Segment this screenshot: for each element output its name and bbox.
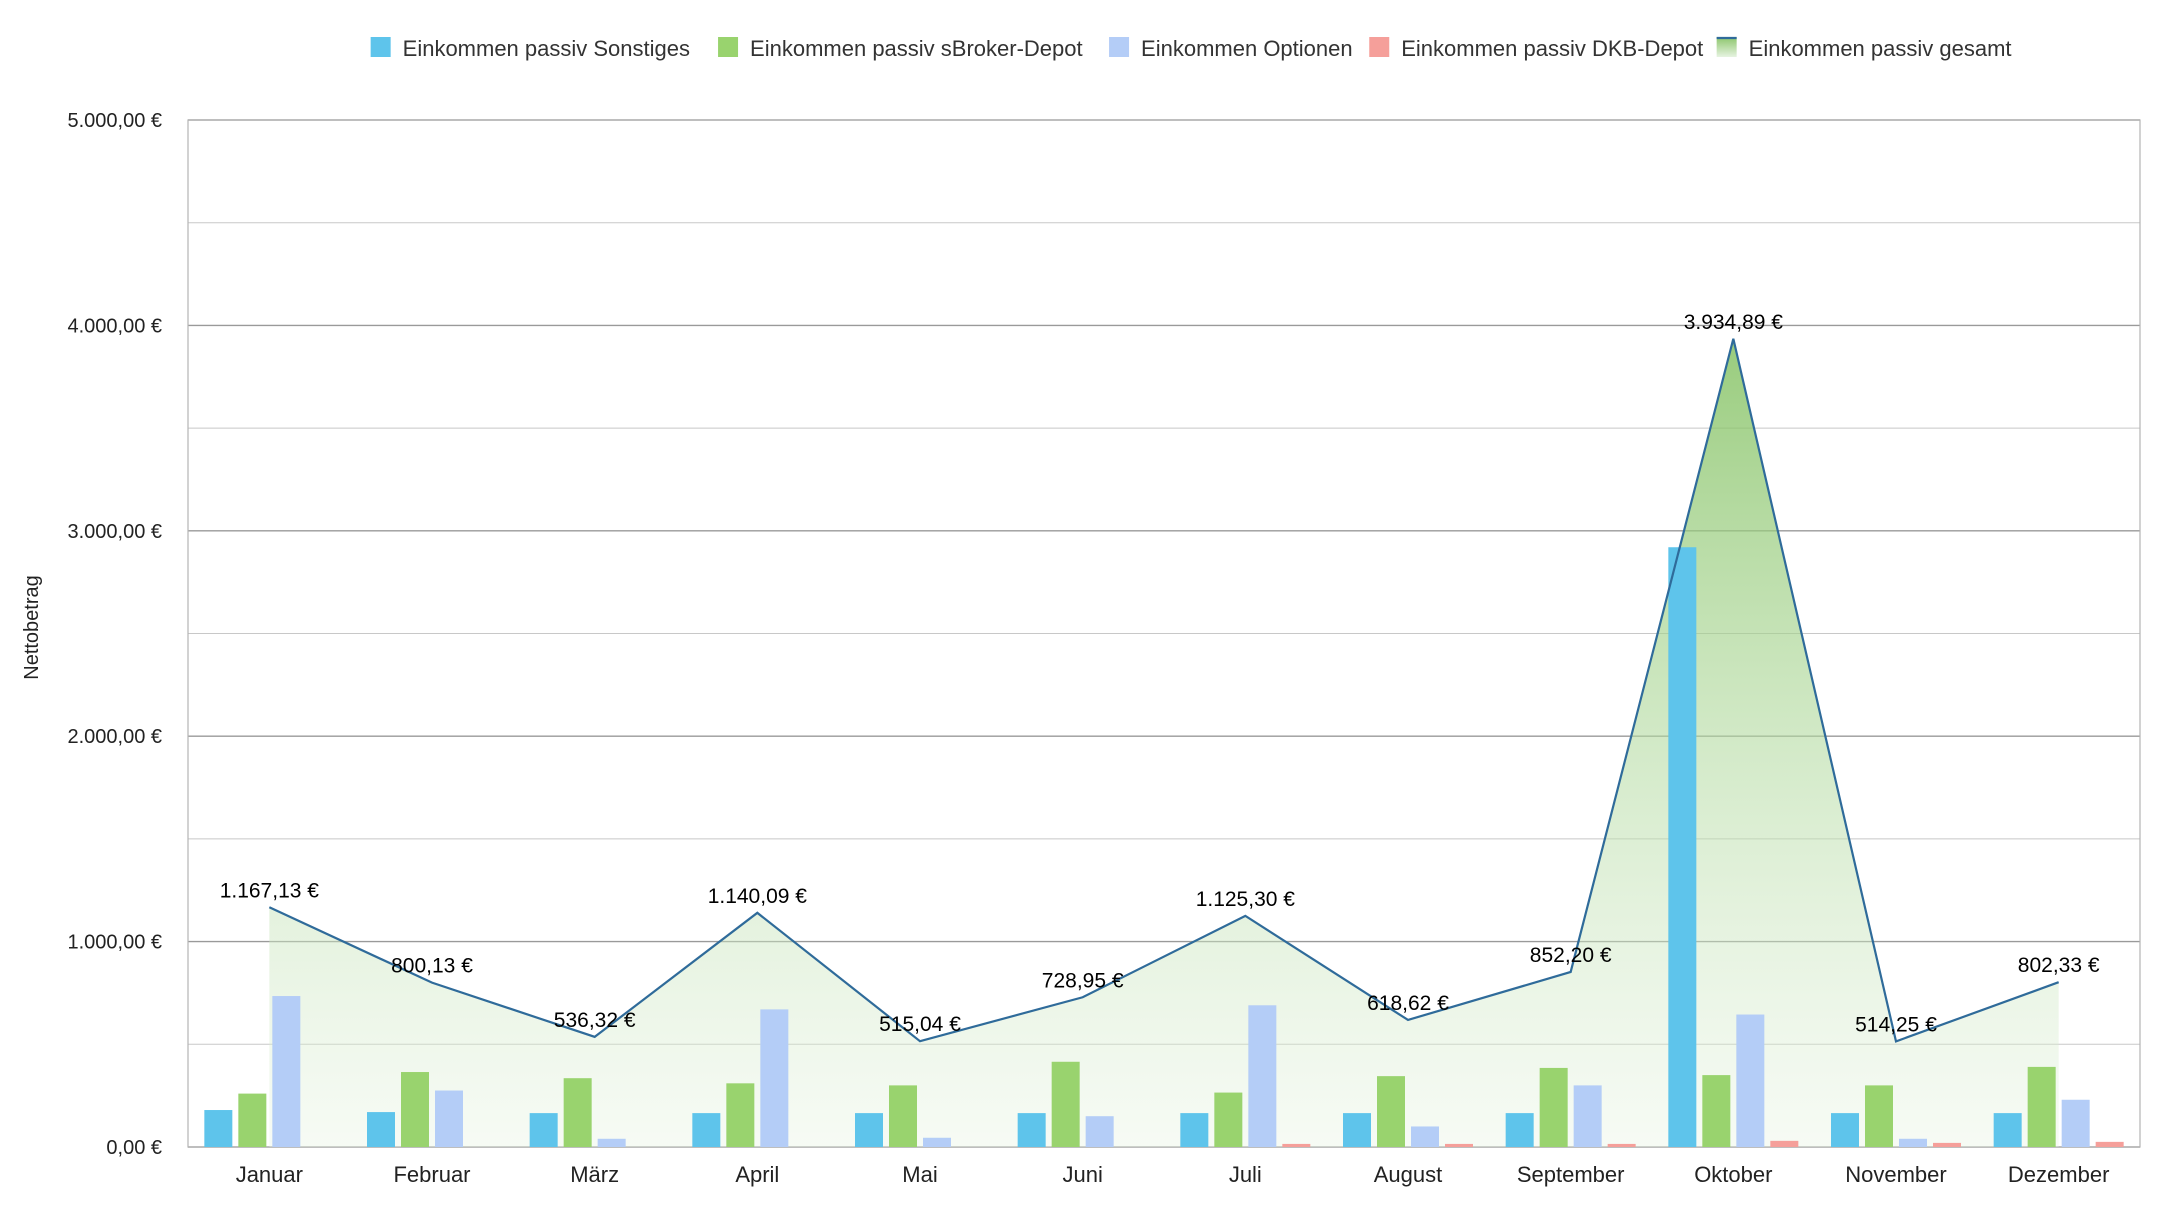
data-label: 618,62 € <box>1367 992 1449 1015</box>
legend-label: Einkommen passiv Sonstiges <box>403 36 690 61</box>
bar-einkommen-optionen <box>2061 1099 2090 1147</box>
bar-einkommen-passiv-sonstiges <box>855 1113 883 1147</box>
data-label: 728,95 € <box>1042 969 1124 992</box>
bar-einkommen-passiv-sbroker-depot <box>1377 1076 1405 1147</box>
bar-einkommen-passiv-sonstiges <box>204 1110 233 1147</box>
x-tick-label: Juli <box>1229 1162 1262 1187</box>
bar-einkommen-passiv-sbroker-depot <box>563 1078 592 1147</box>
bar-einkommen-passiv-sbroker-depot <box>889 1085 917 1147</box>
bar-einkommen-optionen <box>760 1009 789 1147</box>
bar-einkommen-passiv-dkb-depot <box>1282 1143 1311 1147</box>
data-label: 536,32 € <box>554 1009 636 1032</box>
line-layer <box>268 338 2060 1043</box>
x-tick-label: März <box>570 1162 619 1187</box>
legend-label: Einkommen passiv sBroker-Depot <box>750 36 1083 61</box>
legend-swatch <box>1369 37 1390 57</box>
legend: Einkommen passiv Sonstiges Einkommen pass… <box>370 36 2012 61</box>
x-tick-label: Mai <box>902 1162 937 1187</box>
bar-einkommen-passiv-sbroker-depot <box>1214 1092 1243 1147</box>
x-tick-label: Januar <box>236 1162 303 1187</box>
x-tick-label: Juni <box>1062 1162 1102 1187</box>
x-tick-label: Oktober <box>1694 1162 1772 1187</box>
bar-einkommen-passiv-sonstiges <box>529 1113 558 1147</box>
data-label: 800,13 € <box>391 955 473 978</box>
area-einkommen-passiv-gesamt <box>269 338 2059 1148</box>
legend-swatch <box>718 37 739 57</box>
data-label: 1.167,13 € <box>220 879 320 902</box>
bar-einkommen-optionen <box>1411 1126 1439 1147</box>
area-layer <box>269 338 2059 1148</box>
bar-einkommen-passiv-sbroker-depot <box>1051 1061 1080 1147</box>
bar-einkommen-optionen <box>1573 1085 1602 1147</box>
y-tick-label: 0,00 € <box>106 1137 162 1159</box>
bar-einkommen-passiv-dkb-depot <box>1607 1143 1636 1147</box>
bar-einkommen-passiv-sbroker-depot <box>401 1072 429 1147</box>
bars <box>204 547 2124 1147</box>
bar-einkommen-optionen <box>1248 1005 1277 1147</box>
bar-einkommen-passiv-sbroker-depot <box>1702 1075 1731 1147</box>
bar-einkommen-optionen <box>1899 1138 1927 1147</box>
bar-einkommen-optionen <box>1736 1014 1765 1147</box>
bar-einkommen-passiv-sbroker-depot <box>1539 1067 1568 1147</box>
legend-swatch <box>370 37 391 57</box>
data-label: 852,20 € <box>1530 944 1612 967</box>
x-tick-label: November <box>1845 1162 1946 1187</box>
legend-label: Einkommen Optionen <box>1141 36 1353 61</box>
data-label: 3.934,89 € <box>1684 311 1784 334</box>
data-label: 514,25 € <box>1855 1013 1937 1036</box>
bar-einkommen-passiv-sbroker-depot <box>726 1083 755 1147</box>
bar-einkommen-optionen <box>597 1138 626 1147</box>
bar-einkommen-passiv-sbroker-depot <box>238 1093 267 1147</box>
axes: 0,00 € 1.000,00 € 2.000,00 € 3.000,00 € 4.00… <box>21 110 2109 1187</box>
legend-swatch <box>1109 37 1130 57</box>
x-tick-label: Februar <box>393 1162 470 1187</box>
bar-einkommen-passiv-sonstiges <box>1017 1113 1046 1147</box>
data-label: 515,04 € <box>879 1013 961 1036</box>
bar-einkommen-passiv-sonstiges <box>1831 1113 1859 1147</box>
legend-label: Einkommen passiv gesamt <box>1749 36 2012 61</box>
y-tick-label: 3.000,00 € <box>67 521 162 543</box>
y-tick-label: 1.000,00 € <box>67 932 162 954</box>
bar-einkommen-passiv-dkb-depot <box>1445 1143 1473 1147</box>
x-tick-label: August <box>1374 1162 1443 1187</box>
data-label: 1.125,30 € <box>1196 888 1296 911</box>
y-tick-label: 5.000,00 € <box>67 110 162 132</box>
line-einkommen-passiv-gesamt <box>268 338 2060 1043</box>
bar-einkommen-optionen <box>272 996 301 1147</box>
x-tick-label: September <box>1517 1162 1625 1187</box>
bar-einkommen-passiv-sonstiges <box>1180 1113 1209 1147</box>
bar-einkommen-passiv-sbroker-depot <box>1865 1085 1893 1147</box>
bar-einkommen-passiv-sonstiges <box>692 1113 721 1147</box>
bar-einkommen-optionen <box>1085 1116 1114 1147</box>
bar-einkommen-passiv-dkb-depot <box>1770 1140 1799 1147</box>
x-tick-label: April <box>735 1162 779 1187</box>
bar-einkommen-passiv-sonstiges <box>1343 1113 1371 1147</box>
legend-swatch <box>1716 37 1737 57</box>
bar-einkommen-passiv-sbroker-depot <box>2027 1066 2056 1147</box>
bar-einkommen-optionen <box>923 1137 951 1147</box>
data-label: 802,33 € <box>2018 954 2100 977</box>
bar-einkommen-passiv-dkb-depot <box>2095 1141 2124 1147</box>
bar-einkommen-passiv-dkb-depot <box>1933 1142 1961 1147</box>
bar-einkommen-passiv-sonstiges <box>367 1112 395 1147</box>
data-label: 1.140,09 € <box>708 885 808 908</box>
bar-einkommen-passiv-sonstiges <box>1668 547 1697 1147</box>
bar-einkommen-optionen <box>435 1090 463 1147</box>
bar-einkommen-passiv-sonstiges <box>1505 1113 1534 1147</box>
y-tick-label: 2.000,00 € <box>67 726 162 748</box>
x-tick-label: Dezember <box>2008 1162 2109 1187</box>
data-labels: 1.167,13 € 800,13 € 536,32 € 1.140,09 € 515,… <box>220 311 2100 1037</box>
y-axis-title: Nettobetrag <box>21 575 43 680</box>
y-tick-label: 4.000,00 € <box>67 315 162 337</box>
bar-einkommen-passiv-sonstiges <box>1993 1113 2022 1147</box>
legend-label: Einkommen passiv DKB-Depot <box>1401 36 1703 61</box>
